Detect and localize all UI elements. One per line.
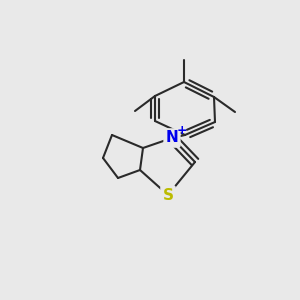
Text: +: + (177, 124, 187, 136)
Text: S: S (163, 188, 173, 202)
Text: N: N (166, 130, 178, 146)
